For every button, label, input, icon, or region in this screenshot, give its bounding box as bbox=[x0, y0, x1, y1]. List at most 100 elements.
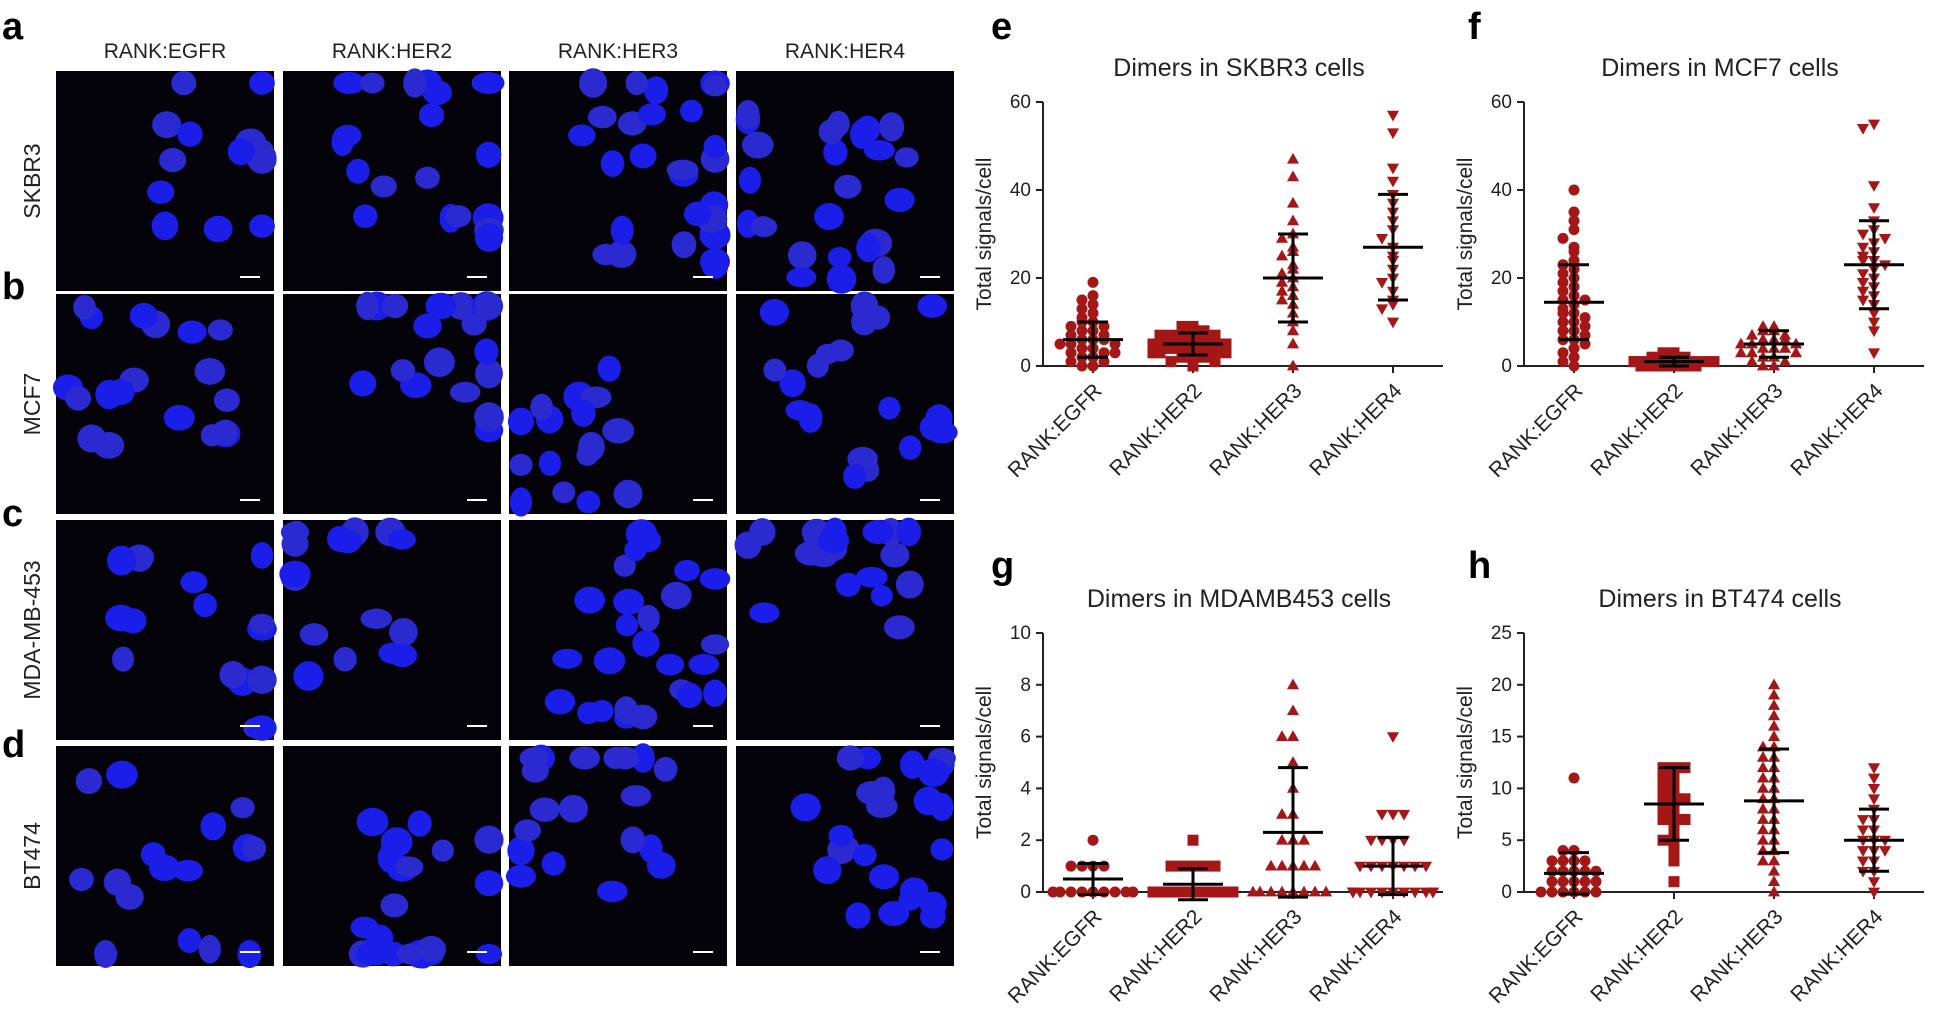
micrograph bbox=[52, 294, 274, 514]
nucleus bbox=[759, 298, 790, 326]
data-point bbox=[1076, 303, 1088, 315]
micrograph bbox=[509, 519, 731, 740]
panel-letter: b bbox=[2, 266, 25, 308]
data-point bbox=[1275, 276, 1289, 287]
chart-title: Dimers in BT474 cells bbox=[1598, 585, 1841, 613]
error-bar-group bbox=[1744, 747, 1804, 855]
data-point bbox=[1426, 887, 1440, 899]
nucleus bbox=[602, 418, 635, 444]
nucleus bbox=[194, 357, 226, 385]
error-bar-group bbox=[1363, 836, 1423, 897]
data-point bbox=[1198, 342, 1210, 354]
nucleus bbox=[631, 743, 655, 773]
data-point bbox=[1867, 326, 1881, 338]
micrograph bbox=[283, 291, 504, 514]
nucleus bbox=[576, 490, 601, 514]
data-point bbox=[1087, 307, 1099, 319]
data-point bbox=[1734, 346, 1748, 358]
nucleus bbox=[247, 665, 277, 695]
data-point bbox=[1867, 877, 1881, 888]
nucleus bbox=[826, 264, 857, 294]
data-point bbox=[1546, 865, 1558, 877]
data-point bbox=[1275, 249, 1289, 261]
data-point bbox=[1109, 886, 1121, 898]
data-point bbox=[1668, 876, 1680, 888]
data-point bbox=[1275, 232, 1289, 243]
data-point bbox=[1557, 356, 1569, 368]
nucleus bbox=[620, 826, 645, 854]
data-point bbox=[1856, 124, 1870, 135]
data-point bbox=[1756, 813, 1770, 824]
data-point bbox=[1065, 356, 1077, 368]
nucleus bbox=[237, 939, 262, 969]
data-point bbox=[1546, 886, 1558, 898]
x-tick-label: RANK:EGFR bbox=[1485, 905, 1588, 1008]
nucleus bbox=[779, 369, 806, 398]
data-point bbox=[1767, 709, 1781, 721]
data-point bbox=[1745, 346, 1759, 358]
nucleus bbox=[883, 615, 915, 640]
nucleus bbox=[119, 608, 147, 634]
data-point bbox=[1568, 246, 1580, 258]
nucleus bbox=[163, 404, 195, 431]
data-point bbox=[1867, 773, 1881, 785]
nucleus bbox=[360, 72, 385, 94]
nucleus bbox=[69, 867, 94, 892]
nucleus bbox=[507, 836, 535, 866]
nucleus bbox=[628, 704, 658, 730]
data-point bbox=[1264, 885, 1278, 897]
chart-title: Dimers in MCF7 cells bbox=[1601, 54, 1839, 82]
nucleus bbox=[77, 424, 106, 453]
nucleus bbox=[738, 166, 762, 194]
data-point bbox=[1364, 887, 1378, 899]
nucleus bbox=[818, 119, 844, 145]
category-points bbox=[1756, 678, 1781, 897]
column-label: RANK:EGFR bbox=[104, 40, 227, 63]
y-tick-label: 2 bbox=[1020, 830, 1031, 851]
nucleus bbox=[106, 378, 135, 406]
nucleus bbox=[699, 568, 731, 590]
data-point bbox=[1679, 813, 1691, 825]
nucleus bbox=[613, 588, 645, 616]
x-tick-label: RANK:HER2 bbox=[1105, 905, 1206, 1006]
nucleus bbox=[568, 124, 596, 147]
nucleus bbox=[856, 233, 881, 263]
x-tick-label: RANK:HER2 bbox=[1586, 379, 1687, 480]
nucleus bbox=[530, 393, 553, 421]
y-tick-label: 25 bbox=[1491, 623, 1512, 644]
data-point bbox=[1154, 886, 1166, 898]
nucleus bbox=[331, 127, 354, 157]
nucleus bbox=[676, 682, 703, 709]
nucleus bbox=[850, 119, 874, 149]
data-point bbox=[1286, 678, 1300, 690]
nucleus bbox=[786, 267, 817, 288]
data-point bbox=[1386, 176, 1400, 188]
nucleus bbox=[333, 646, 357, 672]
y-tick-label: 20 bbox=[1491, 675, 1512, 696]
data-point bbox=[1087, 276, 1099, 288]
nucleus bbox=[171, 70, 197, 96]
x-tick-label: RANK:HER3 bbox=[1205, 379, 1306, 480]
data-point bbox=[1767, 854, 1781, 866]
nucleus bbox=[151, 211, 179, 241]
nucleus bbox=[65, 386, 92, 411]
x-tick-label: RANK:HER3 bbox=[1686, 379, 1787, 480]
nucleus bbox=[828, 824, 854, 847]
nucleus bbox=[200, 812, 227, 841]
nucleus bbox=[416, 935, 447, 963]
nucleus bbox=[790, 793, 821, 822]
nucleus bbox=[643, 76, 669, 105]
nucleus bbox=[851, 308, 878, 336]
micrograph bbox=[734, 517, 954, 740]
nucleus bbox=[862, 519, 894, 545]
data-point bbox=[1767, 730, 1781, 741]
data-point bbox=[1856, 815, 1870, 826]
nucleus bbox=[115, 883, 144, 910]
data-point bbox=[1286, 324, 1300, 336]
nucleus bbox=[474, 870, 504, 897]
data-point bbox=[1557, 845, 1569, 857]
nucleus bbox=[917, 758, 950, 787]
data-point bbox=[1386, 732, 1400, 743]
nucleus bbox=[750, 216, 778, 238]
data-point bbox=[1109, 347, 1121, 359]
